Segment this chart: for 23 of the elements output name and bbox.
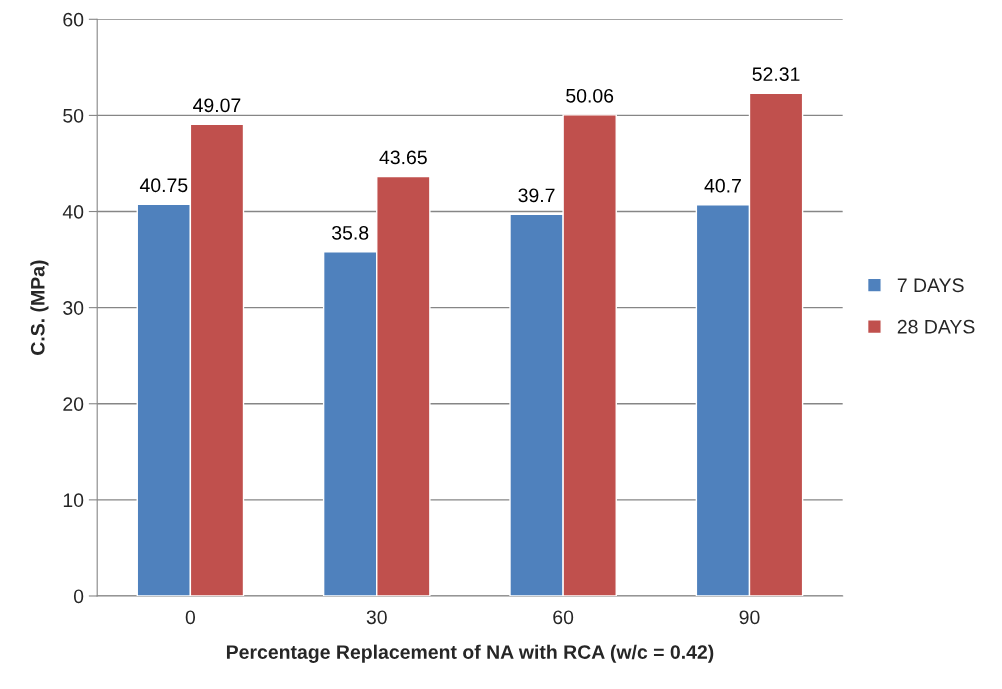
- y-tick-label: 30: [63, 301, 84, 315]
- y-tick-label: 0: [73, 589, 84, 604]
- y-tick-label: 50: [63, 108, 84, 123]
- x-tick-label: 60: [553, 610, 574, 625]
- data-label: 50.06: [566, 88, 614, 103]
- data-label: 52.31: [752, 67, 800, 82]
- y-tick-label: 40: [62, 204, 84, 219]
- legend-label: 28 DAYS: [897, 319, 975, 334]
- data-label: 43.65: [379, 150, 427, 165]
- legend-label: 7 DAYS: [897, 278, 964, 293]
- data-label: 40.7: [704, 178, 741, 193]
- data-label: 40.75: [139, 178, 188, 193]
- y-tick-label: 60: [63, 12, 84, 27]
- y-tick-label: 20: [63, 397, 84, 411]
- data-label: 39.7: [518, 188, 555, 203]
- x-tick-label: 0: [185, 610, 196, 625]
- x-tick-label: 90: [739, 610, 760, 625]
- data-label: 49.07: [193, 98, 241, 113]
- y-tick-label: 10: [63, 493, 84, 508]
- y-axis-title: C.S. (MPa): [30, 260, 49, 355]
- x-tick-label: 30: [366, 610, 387, 625]
- data-label: 35.8: [332, 225, 369, 240]
- x-axis-title: Percentage Replacement of NA with RCA (w/c = 0.42): [226, 644, 714, 663]
